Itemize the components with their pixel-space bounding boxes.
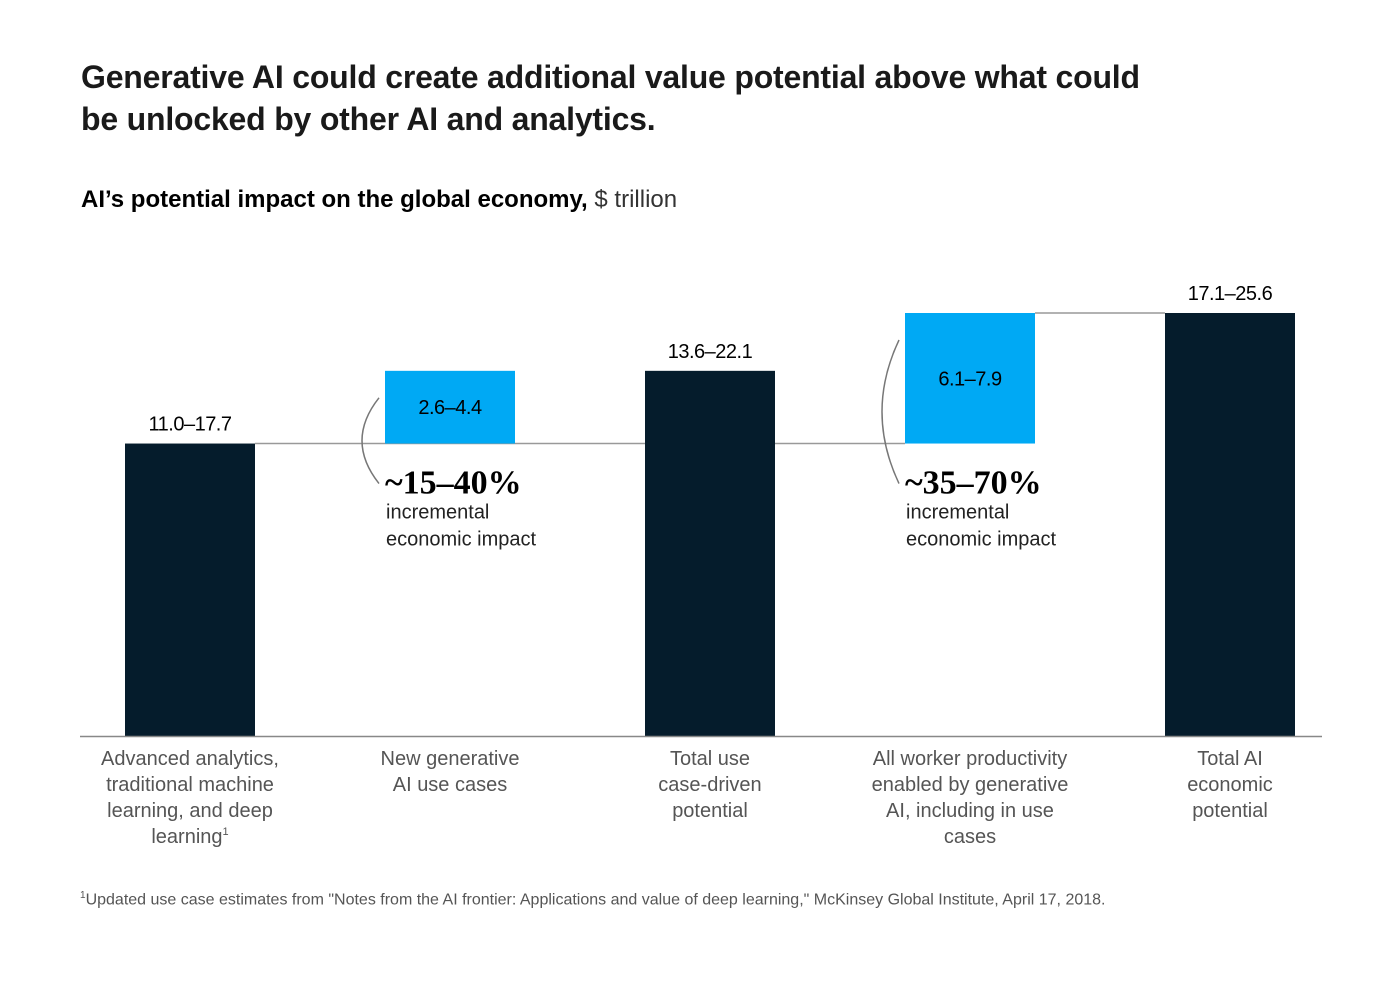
category-label: enabled by generative bbox=[872, 774, 1069, 796]
bracket-arc bbox=[361, 397, 380, 485]
chart-subtitle: AI’s potential impact on the global econ… bbox=[81, 184, 677, 216]
increment-bar bbox=[385, 370, 515, 444]
footnote-marker: 1 bbox=[80, 890, 86, 901]
value-labels: 11.0–17.7 2.6–4.4 13.6–22.1 6.1–7.9 17.1–25.… bbox=[149, 283, 1274, 436]
footnote-superscript: 1 bbox=[223, 826, 229, 838]
category-label: potential bbox=[672, 800, 748, 822]
value-label: 6.1–7.9 bbox=[938, 368, 1002, 390]
category-label: New generative bbox=[381, 748, 520, 770]
value-label: 2.6–4.4 bbox=[418, 397, 482, 419]
category-label: AI use cases bbox=[393, 774, 508, 796]
category-label: traditional machine bbox=[106, 774, 274, 796]
bracket-arc bbox=[881, 339, 900, 484]
connector-lines bbox=[255, 312, 1165, 445]
value-label: 13.6–22.1 bbox=[668, 341, 753, 363]
value-label: 17.1–25.6 bbox=[1188, 283, 1273, 305]
category-label: cases bbox=[944, 826, 996, 848]
footnote: 1Updated use case estimates from "Notes … bbox=[80, 890, 1105, 909]
total-bar bbox=[1165, 313, 1295, 736]
annotation-text: economic impact bbox=[906, 529, 1057, 551]
annotation-brackets bbox=[361, 339, 900, 485]
category-label: Total AI bbox=[1197, 748, 1263, 770]
total-bar bbox=[125, 443, 255, 736]
category-label: Advanced analytics, bbox=[101, 748, 279, 770]
category-labels: Advanced analytics, traditional machine le… bbox=[101, 748, 1273, 848]
subtitle-main: AI’s potential impact on the global econ… bbox=[81, 186, 588, 213]
category-label: economic bbox=[1187, 774, 1273, 796]
category-label: All worker productivity bbox=[873, 748, 1068, 770]
annotation-value: ~15–40% bbox=[385, 465, 522, 502]
annotation-value: ~35–70% bbox=[905, 465, 1042, 502]
chart-title: Generative AI could create additional va… bbox=[81, 59, 1140, 137]
annotation-text: incremental bbox=[906, 502, 1009, 524]
category-label: learning, and deep bbox=[107, 800, 273, 822]
increment-bar bbox=[905, 313, 1035, 444]
category-label: Total use bbox=[670, 748, 750, 770]
category-label: learning1 bbox=[151, 826, 228, 848]
annotation-text: economic impact bbox=[386, 529, 537, 551]
annotation-text: incremental bbox=[386, 502, 489, 524]
footnote-text: Updated use case estimates from "Notes f… bbox=[85, 891, 1106, 909]
category-label: AI, including in use bbox=[886, 800, 1054, 822]
value-label: 11.0–17.7 bbox=[149, 414, 232, 436]
subtitle-unit: $ trillion bbox=[594, 186, 678, 213]
total-bar bbox=[645, 370, 775, 736]
bars bbox=[125, 313, 1295, 736]
category-label: case-driven bbox=[658, 774, 761, 796]
category-label: potential bbox=[1192, 800, 1268, 822]
